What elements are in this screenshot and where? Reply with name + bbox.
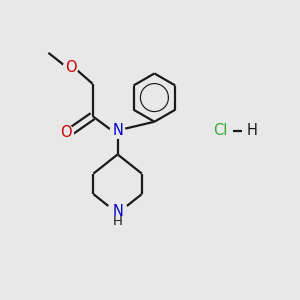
Circle shape: [106, 202, 129, 224]
Text: O: O: [65, 60, 76, 75]
Text: H: H: [246, 123, 257, 138]
Circle shape: [63, 60, 78, 75]
Text: N: N: [112, 123, 123, 138]
Text: N: N: [112, 204, 123, 219]
Circle shape: [110, 124, 125, 138]
Text: H: H: [113, 215, 122, 228]
Text: O: O: [60, 125, 72, 140]
Circle shape: [59, 125, 74, 140]
Text: Cl: Cl: [214, 123, 228, 138]
